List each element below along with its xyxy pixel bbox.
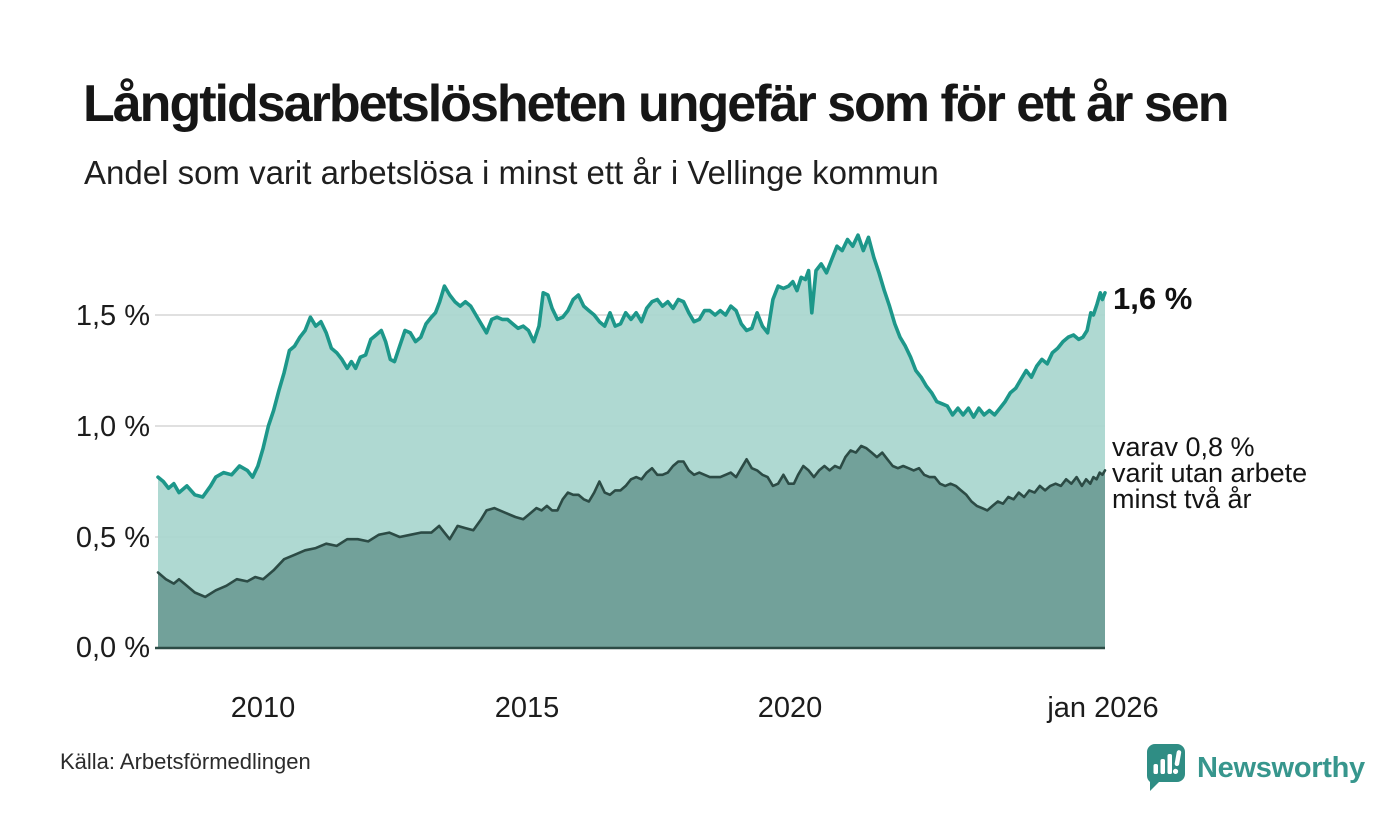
brand-logo: Newsworthy [1144,742,1365,794]
y-axis-label-10: 1,0 % [75,411,150,443]
x-axis-label-2015: 2015 [494,692,560,724]
y-axis-label-05: 0,5 % [75,522,150,554]
area-series-0 [158,235,1105,648]
y-axis-label-15: 1,5 % [75,300,150,332]
page-subtitle: Andel som varit arbetslösa i minst ett å… [84,154,939,191]
area-series-1 [158,446,1105,648]
series-end-label-two-year-line2: varit utan arbete [1112,458,1308,488]
x-axis-label-2020: 2020 [757,692,823,724]
line-series-1 [156,444,1107,599]
y-axis-label-0: 0,0 % [75,632,150,664]
x-axis-label-jan-2026: jan 2026 [1047,692,1159,724]
source-note: Källa: Arbetsförmedlingen [60,749,311,774]
series-end-label-two-year-line1: varav 0,8 % [1112,432,1255,462]
series-end-label-two-year-line3: minst två år [1112,484,1252,514]
x-axis-label-2010: 2010 [230,692,296,724]
page-title: Långtidsarbetslösheten ungefär som för e… [83,75,1229,133]
brand-name: Newsworthy [1197,751,1365,784]
newsworthy-icon [1146,744,1185,791]
series-end-label-total: 1,6 % [1113,281,1193,316]
line-series-0 [156,233,1107,499]
series-end-label-two-year: varav 0,8 % varit utan arbete minst två … [1112,432,1308,514]
